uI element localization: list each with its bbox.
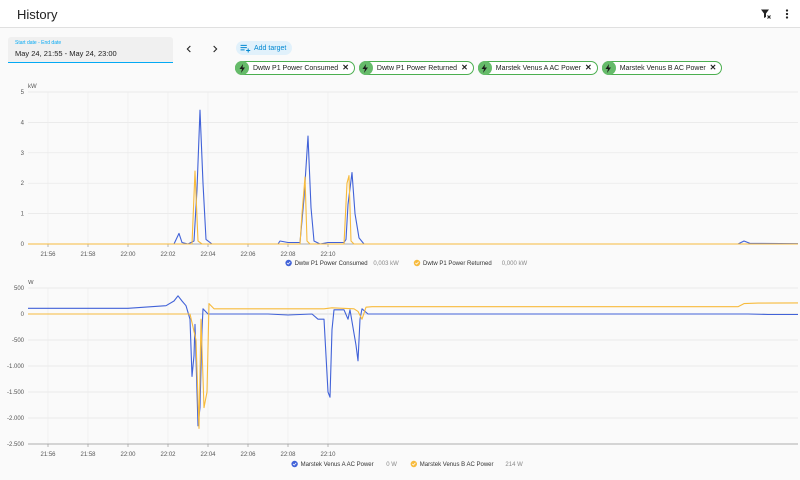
date-range-field[interactable]: Start date - End date May 24, 21:55 - Ma… — [8, 37, 173, 63]
y-tick-label: 3 — [21, 151, 25, 157]
flash-icon — [601, 61, 616, 75]
series-line-a — [28, 109, 799, 245]
remove-target-icon[interactable]: ✕ — [461, 63, 468, 72]
legend-item[interactable]: Dwtw P1 Power Returned 0,000 kW — [413, 259, 528, 267]
legend-value: 0 W — [386, 462, 397, 468]
y-tick-label: 500 — [14, 286, 25, 292]
chart-legend: Marstek Venus A AC Power 0 W Marstek Venus… — [291, 460, 523, 468]
x-tick-label: 21:56 — [40, 452, 56, 458]
y-axis-unit: kW — [28, 84, 37, 90]
series-line-a — [28, 295, 798, 427]
x-tick-label: 22:08 — [280, 252, 296, 258]
legend-label: Marstek Venus A AC Power — [301, 462, 374, 468]
filter-remove-icon[interactable] — [757, 5, 775, 23]
target-chip[interactable]: Dwtw P1 Power Returned ✕ — [358, 61, 474, 75]
legend-value: 214 W — [505, 462, 523, 468]
more-vert-icon[interactable] — [778, 5, 796, 23]
legend-check-icon — [285, 259, 292, 267]
target-chip[interactable]: Dwtw P1 Power Consumed ✕ — [235, 61, 355, 75]
x-tick-label: 22:06 — [240, 252, 256, 258]
x-tick-label: 21:58 — [80, 252, 96, 258]
y-tick-label: -2.500 — [7, 442, 25, 448]
y-tick-label: -500 — [12, 338, 25, 344]
y-tick-label: 0 — [21, 242, 25, 248]
y-tick-label: -2.000 — [7, 416, 25, 422]
top-app-bar: History — [0, 0, 800, 28]
target-chip-label: Marstek Venus A AC Power — [495, 64, 581, 72]
chart-legend: Dwtw P1 Power Consumed 0,003 kW Dwtw P1 Po… — [285, 259, 528, 267]
y-tick-label: 5 — [21, 90, 25, 96]
power-kw-chart[interactable]: kW 0 1 2 3 4 5 21:56 21:58 22:00 22:02 22:04 22:06 22… — [0, 80, 800, 276]
x-tick-label: 22:00 — [120, 452, 136, 458]
add-target-button[interactable]: Add target — [236, 41, 293, 55]
x-tick-label: 22:08 — [280, 452, 296, 458]
previous-range-button[interactable] — [182, 42, 196, 56]
x-tick-label: 22:04 — [200, 252, 216, 258]
target-chips: Dwtw P1 Power Consumed ✕ Dwtw P1 Power R… — [235, 61, 723, 75]
add-target-label: Add target — [254, 44, 287, 52]
x-tick-label: 22:04 — [200, 452, 216, 458]
x-tick-label: 22:06 — [240, 452, 256, 458]
y-tick-label: -1.500 — [7, 390, 25, 396]
legend-value: 0,003 kW — [373, 261, 399, 267]
target-chip[interactable]: Marstek Venus A AC Power ✕ — [477, 61, 598, 75]
legend-item[interactable]: Dwtw P1 Power Consumed 0,003 kW — [285, 259, 399, 267]
y-axis-unit: W — [28, 280, 34, 286]
legend-check-icon — [291, 460, 298, 468]
target-chip-label: Marstek Venus B AC Power — [619, 64, 706, 72]
y-tick-label: 4 — [21, 120, 25, 126]
date-range-label: Start date - End date — [15, 40, 62, 46]
x-tick-label: 22:10 — [320, 452, 336, 458]
target-chip-label: Dwtw P1 Power Returned — [376, 64, 458, 72]
x-tick-label: 22:00 — [120, 252, 136, 258]
chevron-right-icon — [213, 45, 218, 53]
legend-item[interactable]: Marstek Venus A AC Power 0 W — [291, 460, 397, 468]
series-line-b — [28, 170, 798, 245]
y-tick-label: -1.000 — [7, 364, 25, 370]
legend-value: 0,000 kW — [502, 261, 528, 267]
x-tick-label: 21:56 — [40, 252, 56, 258]
legend-label: Marstek Venus B AC Power — [420, 462, 494, 468]
target-chip-label: Dwtw P1 Power Consumed — [253, 64, 339, 72]
flash-icon — [358, 61, 373, 75]
x-tick-label: 22:10 — [320, 252, 336, 258]
legend-label: Dwtw P1 Power Returned — [423, 261, 492, 267]
y-tick-label: 1 — [21, 212, 25, 218]
legend-check-icon — [413, 259, 421, 267]
remove-target-icon[interactable]: ✕ — [342, 63, 349, 72]
remove-target-icon[interactable]: ✕ — [584, 63, 592, 72]
target-chip[interactable]: Marstek Venus B AC Power ✕ — [601, 61, 723, 75]
flash-icon — [477, 61, 492, 75]
next-range-button[interactable] — [208, 42, 222, 56]
legend-label: Dwtw P1 Power Consumed — [295, 261, 368, 267]
date-range-value: May 24, 21:55 - May 24, 23:00 — [15, 49, 117, 58]
remove-target-icon[interactable]: ✕ — [709, 63, 717, 72]
y-tick-label: 2 — [21, 181, 25, 187]
x-tick-label: 21:58 — [80, 452, 96, 458]
flash-icon — [235, 61, 249, 75]
x-tick-label: 22:02 — [160, 252, 176, 258]
page-title: History — [17, 7, 58, 22]
series-line-b — [28, 302, 799, 429]
chevron-left-icon — [186, 45, 191, 53]
legend-item[interactable]: Marstek Venus B AC Power 214 W — [410, 460, 523, 468]
playlist-add-icon — [240, 44, 251, 53]
legend-check-icon — [410, 460, 417, 468]
x-tick-label: 22:02 — [160, 452, 176, 458]
y-tick-label: 0 — [21, 312, 25, 318]
